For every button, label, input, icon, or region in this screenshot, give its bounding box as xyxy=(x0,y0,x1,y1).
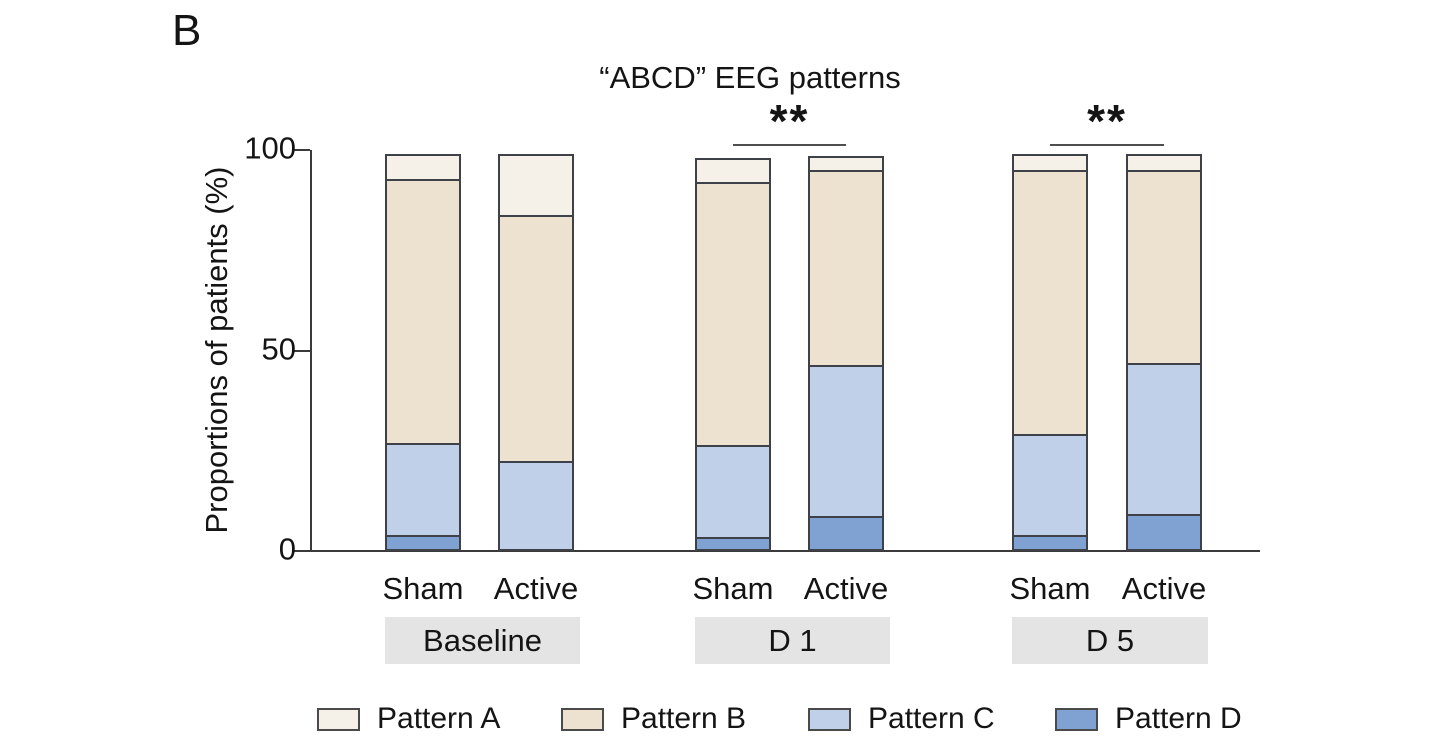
significance-stars: ** xyxy=(1087,95,1127,147)
y-tick xyxy=(294,550,310,552)
stacked-bar xyxy=(695,158,771,551)
condition-label: Active xyxy=(1121,571,1207,606)
bar-segment-pattern-b xyxy=(697,181,769,446)
panel-label: B xyxy=(172,6,202,55)
bar-segment-pattern-b xyxy=(1128,169,1200,364)
bar-segment-pattern-a xyxy=(697,160,769,182)
significance-line xyxy=(733,144,846,146)
y-axis-line xyxy=(310,150,312,552)
condition-label: Active xyxy=(803,571,889,606)
bar-segment-pattern-d xyxy=(1128,513,1200,549)
stacked-bar xyxy=(1126,154,1202,551)
significance-stars: ** xyxy=(769,95,810,147)
legend-item: Pattern C xyxy=(808,702,995,735)
bar-segment-pattern-b xyxy=(810,169,882,366)
bar-segment-pattern-d xyxy=(1014,535,1086,549)
bar-segment-pattern-b xyxy=(1014,169,1086,434)
group-label-box: D 1 xyxy=(695,617,890,664)
bar-segment-pattern-d xyxy=(697,537,769,549)
bar-segment-pattern-c xyxy=(810,365,882,516)
legend-item: Pattern B xyxy=(561,702,747,735)
y-tick-label: 50 xyxy=(261,331,296,367)
legend-item: Pattern A xyxy=(317,702,501,735)
significance-line xyxy=(1050,144,1164,146)
legend-item: Pattern D xyxy=(1055,702,1242,735)
y-tick-label: 100 xyxy=(244,130,296,166)
bar-segment-pattern-b xyxy=(500,214,572,461)
bar-segment-pattern-a xyxy=(500,156,572,215)
stacked-bar xyxy=(1012,154,1088,551)
group-label-box: Baseline xyxy=(385,617,580,664)
bar-segment-pattern-a xyxy=(1014,156,1086,170)
bar-segment-pattern-c xyxy=(1128,363,1200,514)
stacked-bar xyxy=(498,154,574,551)
bar-segment-pattern-c xyxy=(387,443,459,536)
legend-label: Pattern A xyxy=(377,702,501,735)
bar-segment-pattern-a xyxy=(1128,156,1200,170)
bar-segment-pattern-c xyxy=(697,445,769,538)
group-label-box: D 5 xyxy=(1012,617,1208,664)
legend-label: Pattern B xyxy=(621,702,747,735)
condition-label: Active xyxy=(493,571,579,606)
legend-label: Pattern C xyxy=(868,702,995,735)
condition-label: Sham xyxy=(1009,571,1091,606)
legend-swatch-pattern-a xyxy=(317,707,360,731)
stacked-bar xyxy=(808,156,884,551)
legend-label: Pattern D xyxy=(1115,702,1242,735)
bar-segment-pattern-d xyxy=(810,515,882,549)
legend-swatch-pattern-b xyxy=(561,707,604,731)
y-tick-label: 0 xyxy=(278,531,296,567)
bar-segment-pattern-a xyxy=(387,156,459,180)
y-tick xyxy=(294,349,310,352)
bar-segment-pattern-c xyxy=(1014,433,1086,536)
x-axis-line xyxy=(310,550,1260,552)
condition-label: Sham xyxy=(692,571,774,606)
condition-label: Sham xyxy=(382,571,464,606)
bar-segment-pattern-a xyxy=(810,158,882,170)
legend-swatch-pattern-c xyxy=(808,707,851,731)
stacked-bar xyxy=(385,154,461,551)
chart-title: “ABCD” EEG patterns xyxy=(599,60,901,95)
bar-segment-pattern-b xyxy=(387,179,459,444)
legend-swatch-pattern-d xyxy=(1055,707,1098,731)
bar-segment-pattern-d xyxy=(387,535,459,549)
y-tick xyxy=(294,149,310,151)
bar-segment-pattern-c xyxy=(500,460,572,549)
